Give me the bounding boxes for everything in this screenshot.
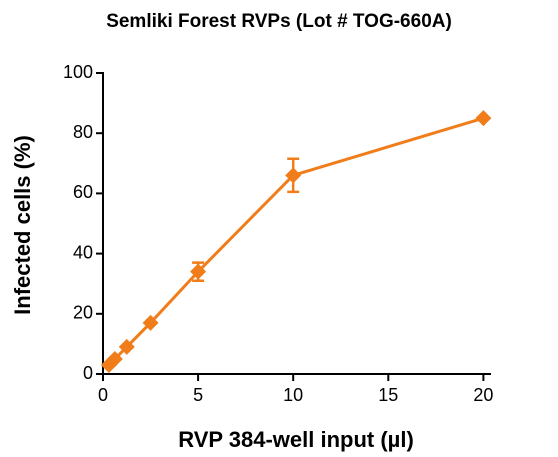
marker: [106, 350, 123, 367]
x-axis-label: RVP 384-well input (µl): [178, 427, 414, 452]
y-tick-label: 0: [83, 363, 93, 383]
line: [107, 116, 484, 367]
marker: [118, 338, 135, 355]
x-tick-label: 5: [193, 385, 203, 405]
y-tick-label: 20: [73, 303, 93, 323]
y-tick-label: 60: [73, 182, 93, 202]
y-tick-label: 40: [73, 242, 93, 262]
chart-title: Semliki Forest RVPs (Lot # TOG-660A): [106, 11, 452, 32]
marker: [190, 263, 207, 280]
y-tick-label: 80: [73, 122, 93, 142]
marker: [475, 110, 492, 127]
y-tick-label: 100: [63, 62, 93, 82]
x-tick-label: 20: [473, 385, 493, 405]
x-tick-label: 0: [98, 385, 108, 405]
y-axis-label: Infected cells (%): [10, 135, 35, 315]
x-tick-label: 10: [283, 385, 303, 405]
marker: [285, 167, 302, 184]
marker: [142, 314, 159, 331]
x-tick-label: 15: [378, 385, 398, 405]
